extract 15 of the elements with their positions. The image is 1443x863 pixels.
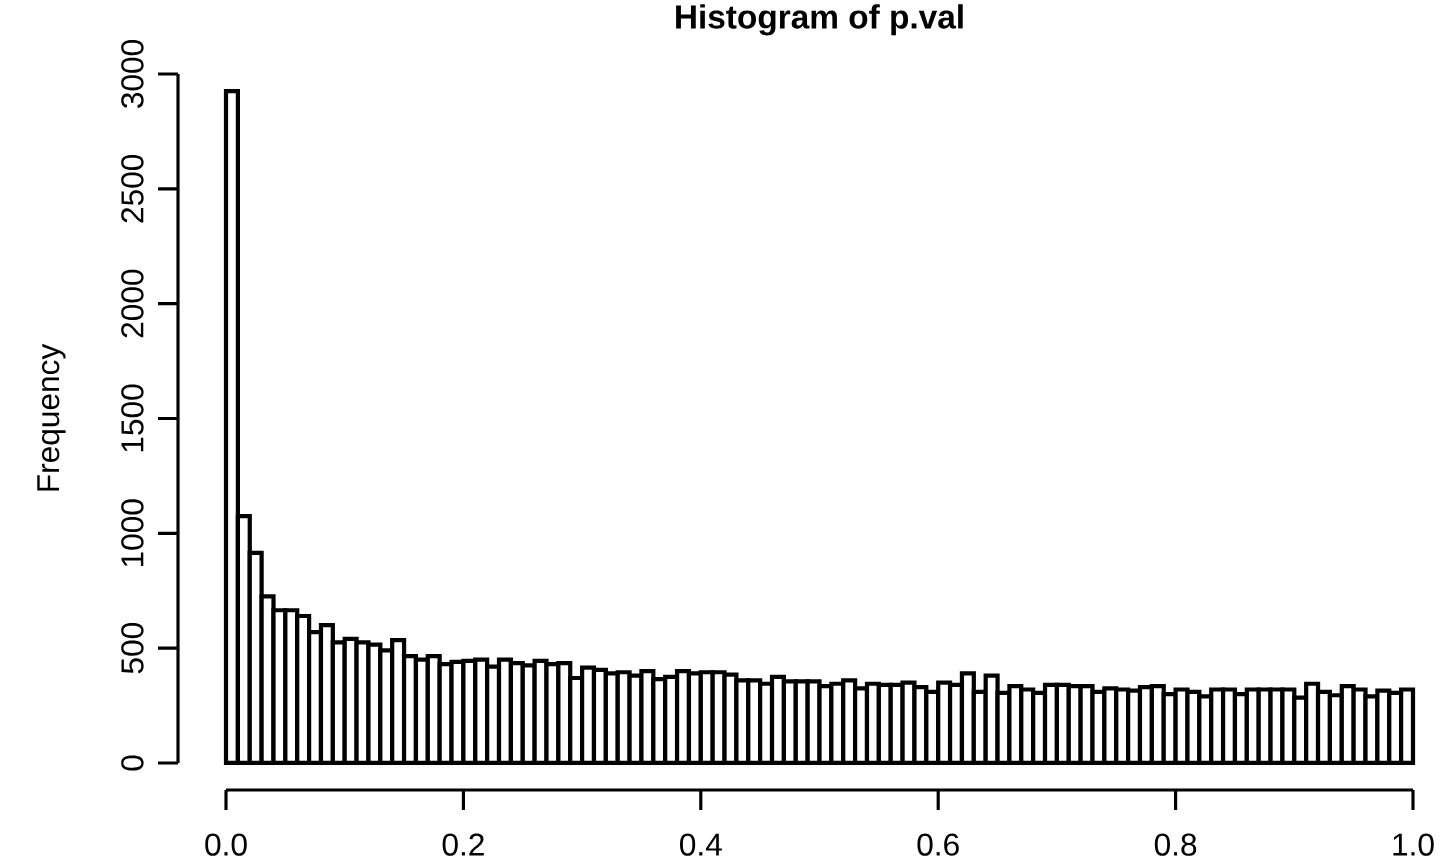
y-axis-title: Frequency — [37, 343, 66, 491]
y-tick-label: 2500 — [121, 154, 144, 223]
y-tick-label: 3000 — [121, 40, 144, 108]
y-tick-label: 0 — [121, 755, 144, 771]
y-tick-label: 2000 — [121, 269, 144, 338]
x-tick-label: 0.2 — [442, 833, 484, 856]
chart-title: Histogram of p.val — [676, 4, 963, 36]
x-tick-label: 0.0 — [205, 833, 247, 856]
y-tick-label: 500 — [121, 623, 144, 674]
y-tick-label: 1500 — [121, 384, 144, 452]
y-tick-label: 1000 — [121, 499, 144, 567]
x-tick-label: 0.6 — [917, 833, 959, 856]
x-tick-label: 0.4 — [680, 833, 722, 856]
x-tick-label: 1.0 — [1393, 833, 1434, 856]
x-tick-label: 0.8 — [1154, 833, 1197, 856]
